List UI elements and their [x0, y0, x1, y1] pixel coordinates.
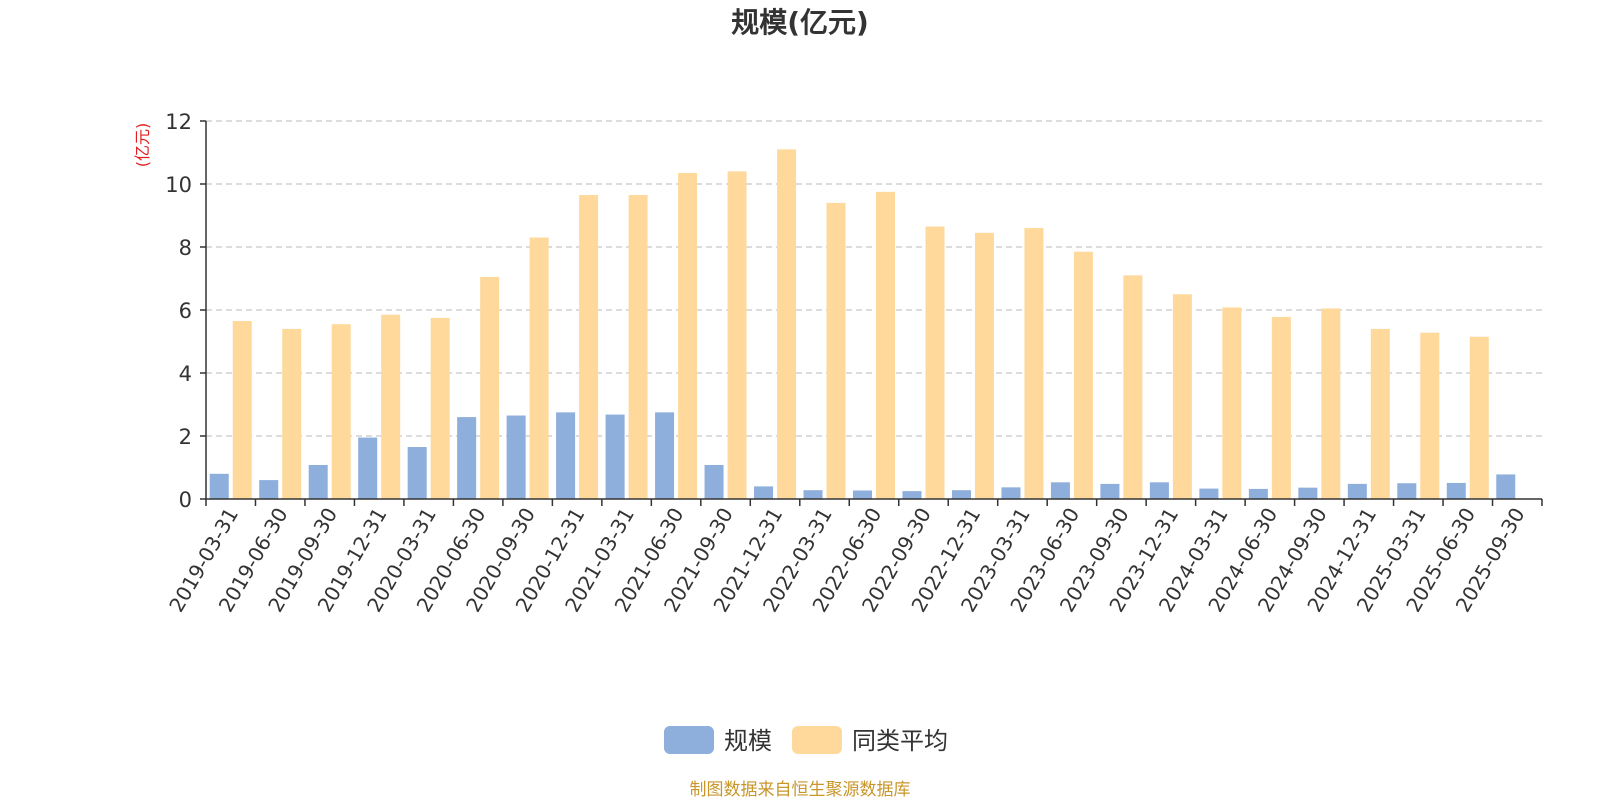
- bar-scale[interactable]: [951, 490, 971, 499]
- legend-swatch: [664, 726, 714, 754]
- bar-peer-average[interactable]: [974, 232, 994, 499]
- bar-scale[interactable]: [556, 412, 576, 499]
- bar-peer-average[interactable]: [1469, 336, 1489, 499]
- y-axis-ticks: 0 2 4 6 8 10 12: [165, 110, 206, 512]
- bar-scale[interactable]: [1496, 474, 1516, 499]
- bar-peer-average[interactable]: [579, 195, 599, 499]
- bar-scale[interactable]: [1446, 482, 1466, 499]
- bar-peer-average[interactable]: [1123, 275, 1143, 499]
- legend-swatch: [792, 726, 842, 754]
- y-tick-label: 0: [179, 488, 192, 512]
- bar-peer-average[interactable]: [1024, 228, 1044, 499]
- bar-scale[interactable]: [754, 486, 774, 499]
- bar-peer-average[interactable]: [678, 172, 698, 499]
- y-tick-label: 10: [165, 173, 192, 197]
- bar-peer-average[interactable]: [480, 276, 500, 499]
- x-axis-ticks: 2019-03-312019-06-302019-09-302019-12-31…: [164, 499, 1543, 616]
- bar-scale[interactable]: [1248, 488, 1268, 499]
- bar-scale[interactable]: [1199, 488, 1219, 499]
- bar-scale[interactable]: [358, 437, 378, 499]
- bar-scale[interactable]: [259, 480, 279, 499]
- y-tick-label: 6: [179, 299, 192, 323]
- bar-scale[interactable]: [1347, 483, 1367, 499]
- bar-peer-average[interactable]: [430, 317, 450, 499]
- y-axis-unit-label: (亿元): [133, 123, 152, 168]
- grid-lines: [206, 120, 1542, 437]
- bar-peer-average[interactable]: [925, 226, 945, 499]
- bar-scale[interactable]: [308, 464, 328, 499]
- bar-scale[interactable]: [803, 490, 823, 499]
- bar-peer-average[interactable]: [777, 149, 797, 499]
- y-tick-label: 8: [179, 236, 192, 260]
- bar-scale[interactable]: [704, 464, 724, 499]
- data-source-note: 制图数据来自恒生聚源数据库: [690, 780, 911, 800]
- bar-scale[interactable]: [902, 491, 922, 499]
- bar-peer-average[interactable]: [529, 237, 549, 500]
- bar-peer-average[interactable]: [1370, 328, 1390, 499]
- bar-peer-average[interactable]: [1172, 294, 1192, 499]
- bar-peer-average[interactable]: [282, 328, 302, 499]
- bar-scale[interactable]: [853, 490, 872, 499]
- bar-scale[interactable]: [457, 417, 477, 499]
- bar-scale[interactable]: [506, 415, 526, 499]
- y-tick-label: 4: [179, 362, 192, 386]
- legend-item-peer-average[interactable]: 同类平均: [792, 726, 948, 755]
- y-tick-label: 12: [165, 110, 192, 134]
- bar-scale[interactable]: [1001, 487, 1021, 499]
- bar-peer-average[interactable]: [628, 195, 648, 499]
- bar-scale[interactable]: [1100, 483, 1120, 499]
- chart-title: 规模(亿元): [731, 6, 869, 39]
- bar-peer-average[interactable]: [381, 314, 401, 499]
- bar-scale[interactable]: [1050, 482, 1070, 499]
- bar-peer-average[interactable]: [331, 324, 351, 499]
- bars: [209, 149, 1516, 500]
- bar-peer-average[interactable]: [727, 171, 747, 499]
- bar-peer-average[interactable]: [876, 191, 895, 499]
- y-tick-label: 2: [179, 425, 192, 449]
- bar-scale[interactable]: [655, 412, 675, 499]
- legend[interactable]: 规模 同类平均: [664, 726, 948, 755]
- bar-scale[interactable]: [1298, 487, 1318, 499]
- bar-peer-average[interactable]: [1073, 251, 1093, 499]
- legend-label: 同类平均: [852, 727, 948, 755]
- bar-peer-average[interactable]: [826, 202, 846, 499]
- bar-scale[interactable]: [1149, 482, 1169, 499]
- bar-peer-average[interactable]: [1271, 316, 1291, 499]
- bar-scale[interactable]: [407, 447, 427, 499]
- bar-scale[interactable]: [1397, 483, 1417, 499]
- bar-peer-average[interactable]: [232, 321, 252, 499]
- bar-scale[interactable]: [209, 473, 229, 499]
- bar-peer-average[interactable]: [1321, 308, 1341, 499]
- legend-item-scale[interactable]: 规模: [664, 726, 772, 755]
- bar-peer-average[interactable]: [1420, 332, 1440, 499]
- bar-peer-average[interactable]: [1222, 307, 1242, 499]
- bar-scale[interactable]: [605, 414, 625, 499]
- legend-label: 规模: [724, 727, 772, 755]
